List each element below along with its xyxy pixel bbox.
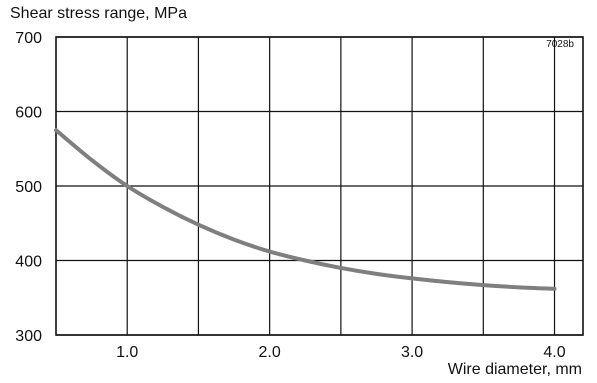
y-tick-label-0: 300 <box>15 328 42 345</box>
y-tick-labels: 300 400 500 600 700 <box>15 30 42 345</box>
y-tick-label-4: 700 <box>15 30 42 47</box>
x-tick-labels: 1.0 2.0 3.0 4.0 <box>116 344 566 361</box>
series-line-0 <box>54 128 557 291</box>
y-tick-label-3: 600 <box>15 105 42 122</box>
x-tick-label-4: 3.0 <box>401 344 423 361</box>
y-tick-label-1: 400 <box>15 254 42 271</box>
x-tick-label-0: 1.0 <box>116 344 138 361</box>
y-tick-label-2: 500 <box>15 179 42 196</box>
figure-id-label: 7028b <box>546 39 574 50</box>
grid <box>55 36 584 336</box>
x-tick-label-2: 2.0 <box>259 344 281 361</box>
series-group <box>54 128 557 291</box>
y-axis-title: Shear stress range, MPa <box>10 5 187 22</box>
x-axis-title: Wire diameter, mm <box>447 361 582 378</box>
x-tick-label-6: 4.0 <box>543 344 565 361</box>
